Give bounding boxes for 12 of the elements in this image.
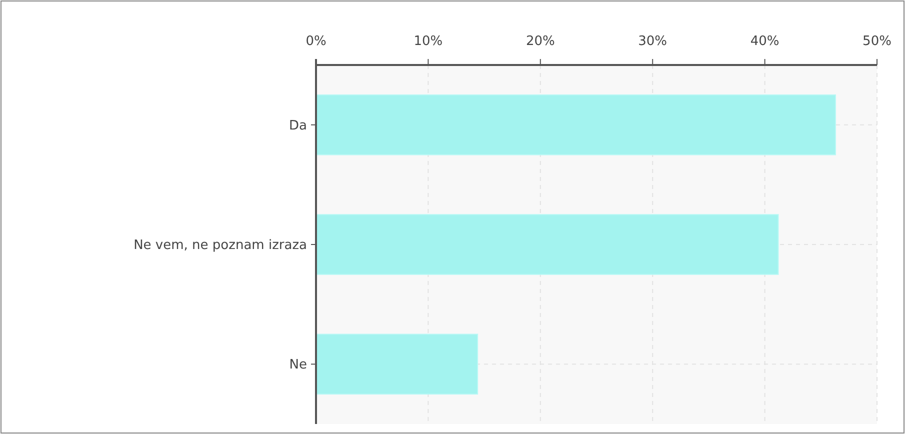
bar: [316, 334, 478, 395]
x-tick-label: 20%: [526, 34, 555, 49]
bar: [316, 214, 779, 275]
x-tick-label: 0%: [306, 34, 326, 49]
x-tick-label: 40%: [750, 34, 780, 49]
x-tick-label: 10%: [414, 34, 443, 49]
y-tick-label: Ne vem, ne poznam izraza: [134, 238, 307, 254]
y-tick-label: Ne: [289, 358, 307, 373]
y-tick-label: Da: [289, 118, 307, 134]
x-tick-label: 50%: [862, 34, 892, 49]
x-tick-label: 30%: [638, 34, 668, 49]
bar: [316, 94, 836, 156]
